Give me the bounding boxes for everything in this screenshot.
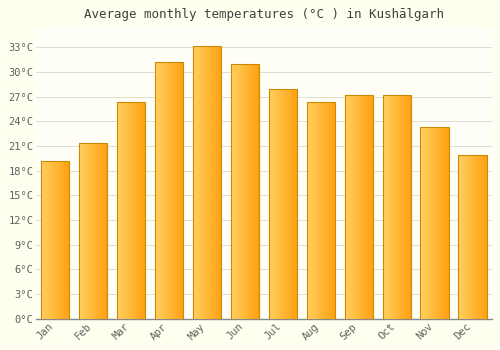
Bar bbox=[117, 102, 145, 318]
Bar bbox=[230, 64, 259, 318]
Bar bbox=[79, 144, 108, 318]
Bar bbox=[344, 95, 373, 318]
Bar bbox=[420, 127, 449, 318]
Bar bbox=[306, 102, 335, 318]
Bar bbox=[154, 62, 183, 318]
Bar bbox=[41, 161, 70, 318]
Bar bbox=[382, 95, 411, 318]
Bar bbox=[458, 155, 487, 318]
Title: Average monthly temperatures (°C ) in Kushālgarh: Average monthly temperatures (°C ) in Ku… bbox=[84, 8, 444, 21]
Bar bbox=[192, 47, 221, 318]
Bar bbox=[268, 89, 297, 318]
